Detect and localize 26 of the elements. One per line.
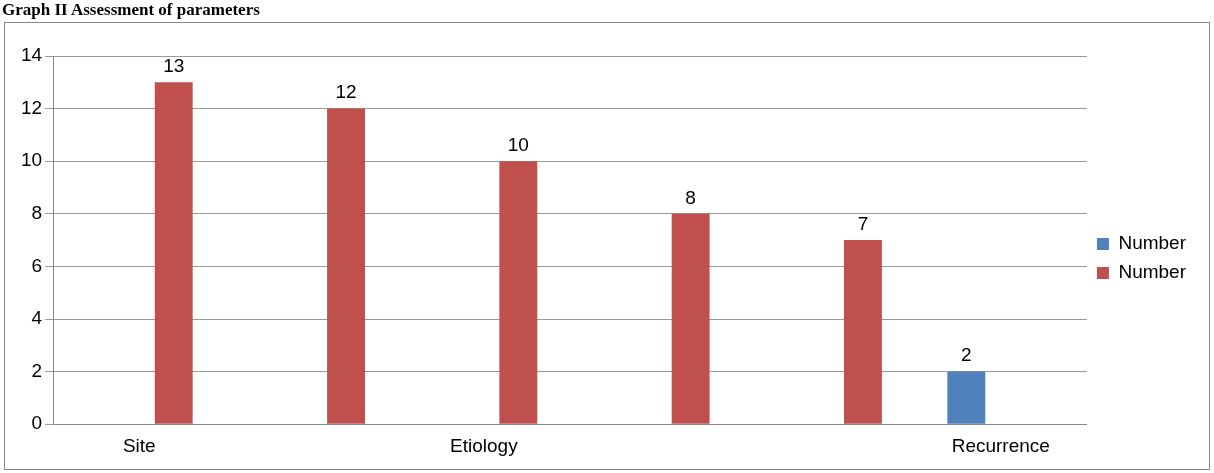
- data-label: 8: [685, 186, 696, 208]
- y-tick-label: 10: [20, 149, 43, 171]
- y-tick-label: 0: [31, 412, 43, 434]
- bar: [671, 213, 710, 424]
- data-label: 7: [857, 212, 869, 234]
- legend-label: Number: [1118, 232, 1187, 254]
- y-tick-label: 8: [31, 202, 43, 224]
- legend-label: Number: [1118, 261, 1187, 283]
- data-label: 13: [163, 55, 185, 77]
- y-tick-label: 4: [31, 307, 43, 329]
- bar: [499, 161, 538, 424]
- y-tick-label: 2: [31, 359, 43, 381]
- bar: [327, 108, 365, 424]
- data-label: 12: [335, 81, 357, 103]
- chart-title: Graph II Assessment of parameters: [1, 0, 261, 21]
- y-tick-label: 6: [31, 254, 43, 276]
- x-tick-label: Etiology: [450, 434, 519, 456]
- x-tick-label: Recurrence: [951, 434, 1050, 456]
- bar: [947, 371, 986, 424]
- data-label: 10: [507, 133, 529, 155]
- data-label: 2: [961, 344, 972, 366]
- y-tick-label: 12: [20, 96, 43, 118]
- x-tick-label: Site: [122, 434, 156, 456]
- y-tick-label: 14: [20, 44, 43, 66]
- bar: [154, 82, 193, 424]
- bar: [843, 240, 882, 424]
